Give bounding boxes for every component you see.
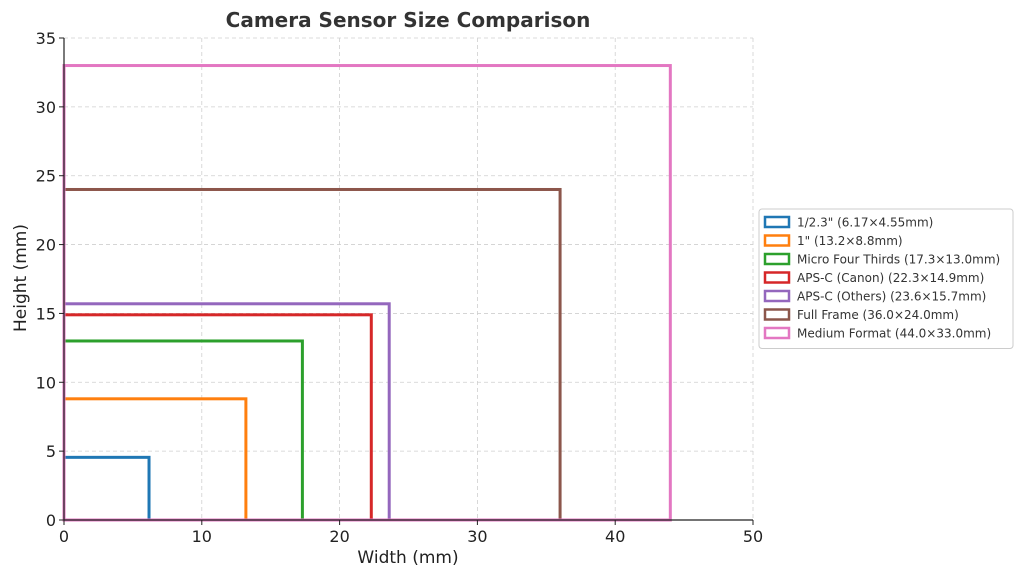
legend-label-5: Full Frame (36.0×24.0mm)	[797, 308, 959, 322]
legend-label-2: Micro Four Thirds (17.3×13.0mm)	[797, 253, 1000, 267]
x-tick-label: 40	[605, 527, 625, 546]
legend-label-3: APS-C (Canon) (22.3×14.9mm)	[797, 271, 984, 285]
legend-swatch-6	[763, 326, 791, 340]
grid-layer	[63, 37, 754, 521]
legend-label-6: Medium Format (44.0×33.0mm)	[797, 327, 991, 341]
sensor-rect-0	[62, 455, 151, 522]
legend-swatch-1	[763, 234, 791, 247]
x-tick-label: 30	[467, 527, 487, 546]
y-tick-label: 20	[36, 236, 56, 255]
sensor-rect-3	[62, 313, 373, 522]
legend-label-0: 1/2.3" (6.17×4.55mm)	[797, 216, 933, 230]
y-tick-label: 35	[36, 29, 56, 48]
x-axis-label: Width (mm)	[357, 548, 458, 568]
y-tick-label: 10	[36, 373, 56, 392]
chart-title: Camera Sensor Size Comparison	[226, 8, 591, 32]
legend-swatch-3	[763, 271, 791, 284]
y-axis-label: Height (mm)	[11, 224, 31, 332]
legend-label-1: 1" (13.2×8.8mm)	[797, 234, 903, 248]
x-tick-label: 0	[59, 527, 69, 546]
x-tick-label: 20	[329, 527, 349, 546]
sensor-rectangles	[62, 64, 672, 522]
y-tick-label: 15	[36, 304, 56, 323]
legend-label-4: APS-C (Others) (23.6×15.7mm)	[797, 290, 986, 304]
sensor-rect-5	[62, 187, 562, 522]
sensor-rect-6	[62, 64, 672, 522]
y-tick-label: 30	[36, 98, 56, 117]
y-tick-label: 0	[46, 511, 56, 530]
legend-swatch-0	[763, 215, 791, 229]
y-tick-label: 5	[46, 442, 56, 461]
sensor-rect-4	[62, 302, 391, 522]
x-tick-label: 50	[743, 527, 763, 546]
legend-swatch-2	[763, 252, 791, 266]
y-tick-label: 25	[36, 167, 56, 186]
legend-swatch-5	[763, 308, 791, 321]
legend-swatch-4	[763, 289, 791, 303]
legend-box	[758, 208, 1014, 349]
axes: 0 10 20 30 40 50 0 5 10 15 20 25 30 35	[36, 29, 764, 546]
sensor-rect-1	[62, 397, 248, 522]
sensor-rect-2	[62, 339, 304, 522]
x-tick-label: 10	[192, 527, 212, 546]
legend: 1/2.3" (6.17×4.55mm) 1" (13.2×8.8mm) Micro…	[758, 208, 1014, 349]
